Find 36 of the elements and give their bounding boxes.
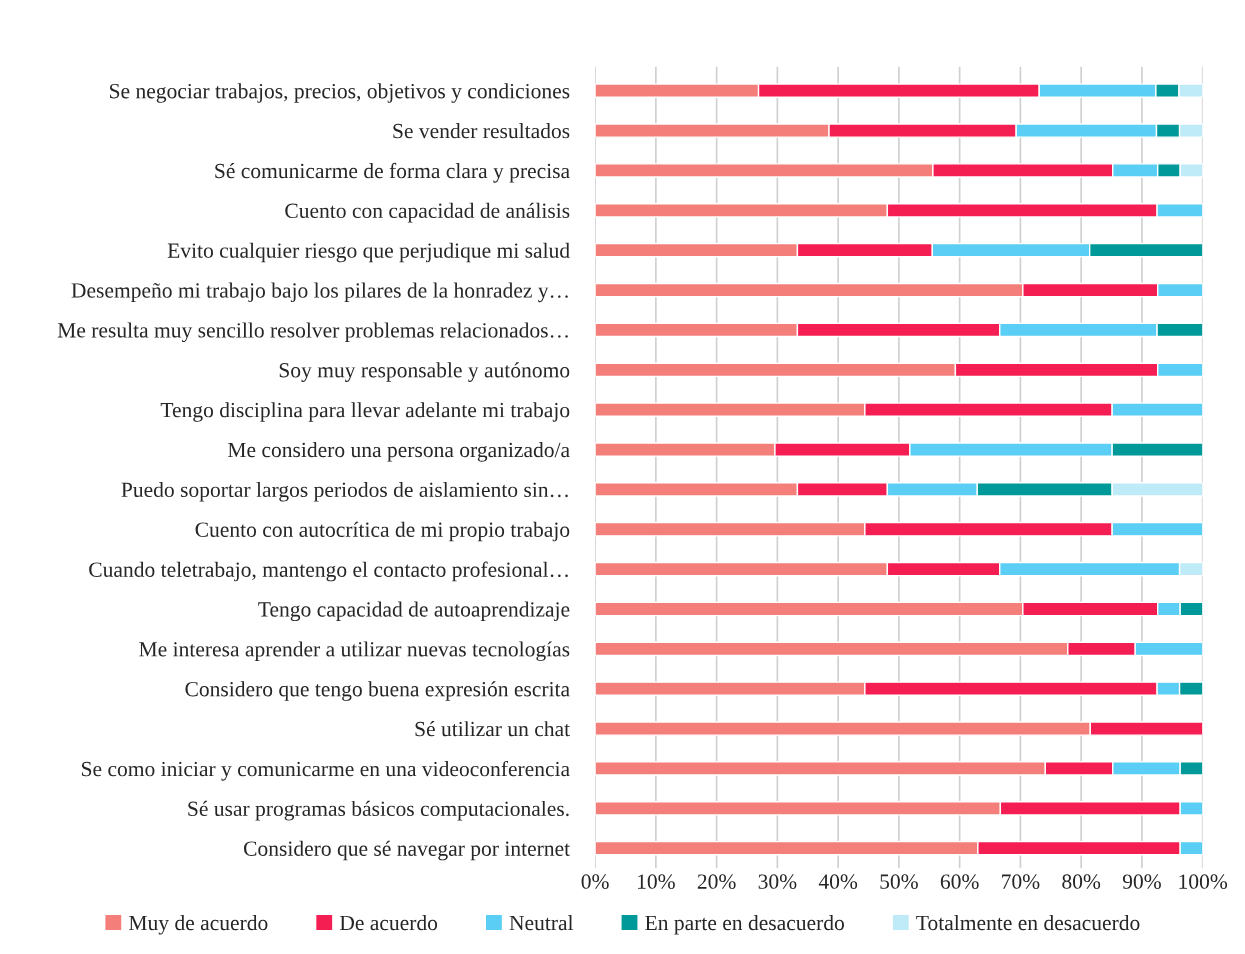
y-tick-label: Considero que tengo buena expresión escrita bbox=[185, 681, 570, 701]
y-tick-label: Se negociar trabajos, precios, objetivos y condiciones bbox=[110, 83, 570, 103]
legend-label: Totalmente en desacuerdo bbox=[916, 915, 1140, 931]
y-tick-label: Cuento con autocrítica de mi propio trabajo bbox=[195, 521, 570, 542]
y-tick-label: Se vender resultados bbox=[393, 123, 570, 139]
x-tick-label: 90% bbox=[1122, 874, 1161, 889]
y-tick-label: Puedo soportar largos periodos de aislamiento sin… bbox=[121, 481, 568, 502]
x-tick-label: 10% bbox=[638, 874, 675, 889]
x-tick-label: 50% bbox=[880, 874, 918, 889]
x-tick-label: 60% bbox=[940, 874, 979, 889]
x-tick-label: 70% bbox=[1002, 874, 1040, 889]
legend-label: De acuerdo bbox=[339, 915, 438, 931]
y-tick-label: Soy muy responsable y autónomo bbox=[279, 362, 570, 382]
y-tick-label: Se como iniciar y comunicarme en una videoconferencia bbox=[81, 760, 570, 781]
y-tick-label: Tengo capacidad de autoaprendizaje bbox=[258, 601, 570, 622]
y-tick-label: Me considero una persona organizado/a bbox=[227, 442, 570, 462]
x-tick-label: 0% bbox=[581, 874, 609, 889]
legend-label: Muy de acuerdo bbox=[129, 915, 268, 935]
y-tick-label: Me resulta muy sencillo resolver problemas relacionados… bbox=[57, 322, 568, 343]
y-tick-label: Sé utilizar un chat bbox=[415, 721, 570, 737]
y-tick-label: Cuento con capacidad de análisis bbox=[285, 202, 570, 223]
x-tick-label: 80% bbox=[1062, 874, 1101, 889]
legend-label: Neutral bbox=[509, 915, 574, 931]
y-tick-label: Tengo disciplina para llevar adelante mi trabajo bbox=[160, 402, 570, 422]
y-tick-label: Considero que sé navegar por internet bbox=[243, 840, 570, 861]
y-tick-label: Me interesa aprender a utilizar nuevas tecnologías bbox=[139, 641, 570, 661]
x-tick-label: 40% bbox=[818, 874, 858, 889]
y-tick-label: Cuando teletrabajo, mantengo el contacto profesional… bbox=[89, 561, 568, 582]
y-tick-label: Evito cualquier riesgo que perjudique mi salud bbox=[167, 242, 570, 263]
x-tick-label: 100% bbox=[1179, 874, 1228, 889]
x-tick-label: 20% bbox=[697, 874, 736, 889]
legend-label: En parte en desacuerdo bbox=[645, 915, 844, 935]
y-tick-label: Desempeño mi trabajo bajo los pilares de la honradez y… bbox=[71, 282, 568, 303]
y-tick-label: Sé comunicarme de forma clara y precisa bbox=[215, 162, 570, 183]
y-tick-label: Sé usar programas básicos computacionales. bbox=[188, 800, 569, 821]
x-tick-label: 30% bbox=[758, 874, 797, 889]
